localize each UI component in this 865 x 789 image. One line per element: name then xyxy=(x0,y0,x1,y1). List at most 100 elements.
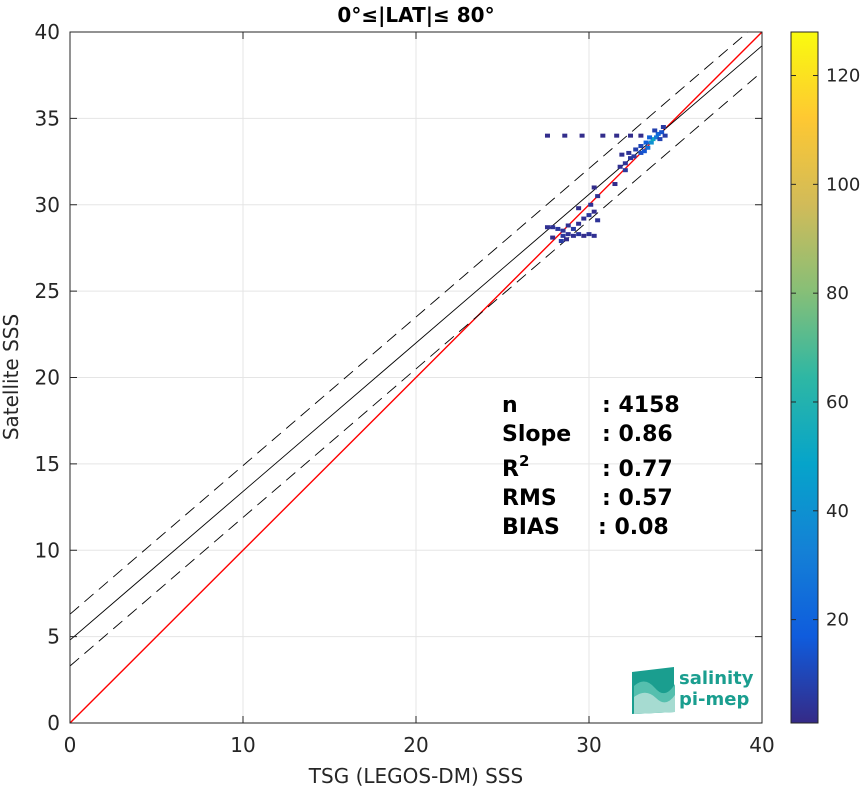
density-point xyxy=(544,225,550,230)
density-point xyxy=(659,130,665,135)
density-point xyxy=(652,128,658,133)
density-point xyxy=(595,194,601,199)
density-point xyxy=(633,147,639,152)
density-point xyxy=(653,135,659,140)
density-point xyxy=(600,133,606,138)
stat-r2-value: : 0.77 xyxy=(602,457,673,482)
colorbar xyxy=(790,31,819,724)
density-point xyxy=(591,185,597,190)
stat-n-value: : 4158 xyxy=(602,393,680,418)
density-point xyxy=(622,161,628,166)
density-point xyxy=(558,239,564,244)
x-tick-label: 10 xyxy=(230,733,255,757)
density-point xyxy=(544,133,550,138)
y-tick-label: 0 xyxy=(47,711,60,735)
density-point xyxy=(657,137,663,142)
y-tick-label: 5 xyxy=(47,625,60,649)
density-point xyxy=(550,225,556,230)
density-point xyxy=(638,144,644,149)
density-point xyxy=(576,232,582,237)
regression-line xyxy=(70,45,762,641)
stat-n-label: n xyxy=(502,393,518,418)
stats-box: n : 4158 Slope : 0.86 R2 : 0.77 RMS : 0.… xyxy=(502,393,680,540)
x-axis-ticks: 0 10 20 30 40 xyxy=(64,32,775,757)
density-point xyxy=(647,135,653,140)
colorbar-tick-label: 20 xyxy=(826,610,849,631)
density-point xyxy=(643,140,649,145)
stat-r2-sup: 2 xyxy=(519,452,529,470)
colorbar-tick-label: 120 xyxy=(826,66,860,87)
stat-r2-base: R xyxy=(502,457,519,482)
density-point xyxy=(638,133,644,138)
density-point xyxy=(622,168,628,173)
density-point xyxy=(612,182,618,187)
density-point xyxy=(628,156,634,161)
stat-rms-label: RMS xyxy=(502,486,557,511)
density-point xyxy=(648,140,654,145)
density-point xyxy=(570,226,576,231)
stat-bias-label: BIAS xyxy=(502,515,560,540)
density-point xyxy=(581,216,587,221)
colorbar-ticks: 20 40 60 80 100 120 xyxy=(791,66,860,631)
density-point xyxy=(595,218,601,223)
x-tick-label: 0 xyxy=(64,733,77,757)
y-tick-label: 20 xyxy=(35,366,60,390)
density-point xyxy=(562,133,568,138)
colorbar-tick-label: 40 xyxy=(826,501,849,522)
stat-bias-value: : 0.08 xyxy=(598,515,669,540)
density-point xyxy=(576,206,582,211)
density-point xyxy=(617,164,623,169)
chart-title: 0°≤|LAT|≤ 80° xyxy=(337,3,494,27)
density-point xyxy=(579,133,585,138)
density-point xyxy=(655,131,661,136)
salinity-pi-mep-logo: salinity pi-mep xyxy=(632,667,754,714)
y-tick-label: 30 xyxy=(35,193,60,217)
y-axis-ticks: 0 5 10 15 20 25 30 35 40 xyxy=(35,20,762,735)
density-point xyxy=(560,228,566,233)
y-axis-label: Satellite SSS xyxy=(0,314,23,440)
density-point xyxy=(662,133,668,138)
density-point xyxy=(555,226,561,231)
y-tick-label: 15 xyxy=(35,452,60,476)
regression-upper-line xyxy=(70,32,749,615)
colorbar-tick-label: 60 xyxy=(826,392,849,413)
density-point xyxy=(641,149,647,154)
density-point xyxy=(588,202,594,207)
x-tick-label: 20 xyxy=(403,733,428,757)
stat-r2-label: R2 xyxy=(502,452,529,482)
density-point xyxy=(586,213,592,218)
regression-lower-line xyxy=(70,71,762,667)
density-point xyxy=(565,232,571,237)
density-point xyxy=(645,145,651,150)
stat-slope-label: Slope xyxy=(502,422,571,447)
y-tick-label: 25 xyxy=(35,279,60,303)
density-point xyxy=(550,235,556,240)
y-tick-label: 40 xyxy=(35,20,60,44)
logo-line1: salinity xyxy=(679,668,754,689)
y-tick-label: 35 xyxy=(35,106,60,130)
density-point xyxy=(560,233,566,238)
density-point xyxy=(586,232,592,237)
density-point xyxy=(581,233,587,238)
y-tick-label: 10 xyxy=(35,538,60,562)
stat-slope-value: : 0.86 xyxy=(602,422,673,447)
density-point xyxy=(591,233,597,238)
stat-rms-value: : 0.57 xyxy=(602,486,673,511)
density-point xyxy=(564,237,570,242)
x-tick-label: 40 xyxy=(749,733,774,757)
density-point xyxy=(614,133,620,138)
density-point xyxy=(591,209,597,214)
density-points xyxy=(544,125,668,244)
density-point xyxy=(576,221,582,226)
x-axis-label: TSG (LEGOS-DM) SSS xyxy=(308,764,523,788)
wave-logo-icon xyxy=(632,667,675,714)
density-point xyxy=(628,133,634,138)
density-point xyxy=(565,223,571,228)
density-point xyxy=(626,150,632,155)
density-point xyxy=(650,137,656,142)
density-point xyxy=(660,125,666,130)
logo-line2: pi-mep xyxy=(679,689,749,710)
x-tick-label: 30 xyxy=(576,733,601,757)
density-point xyxy=(619,152,625,157)
